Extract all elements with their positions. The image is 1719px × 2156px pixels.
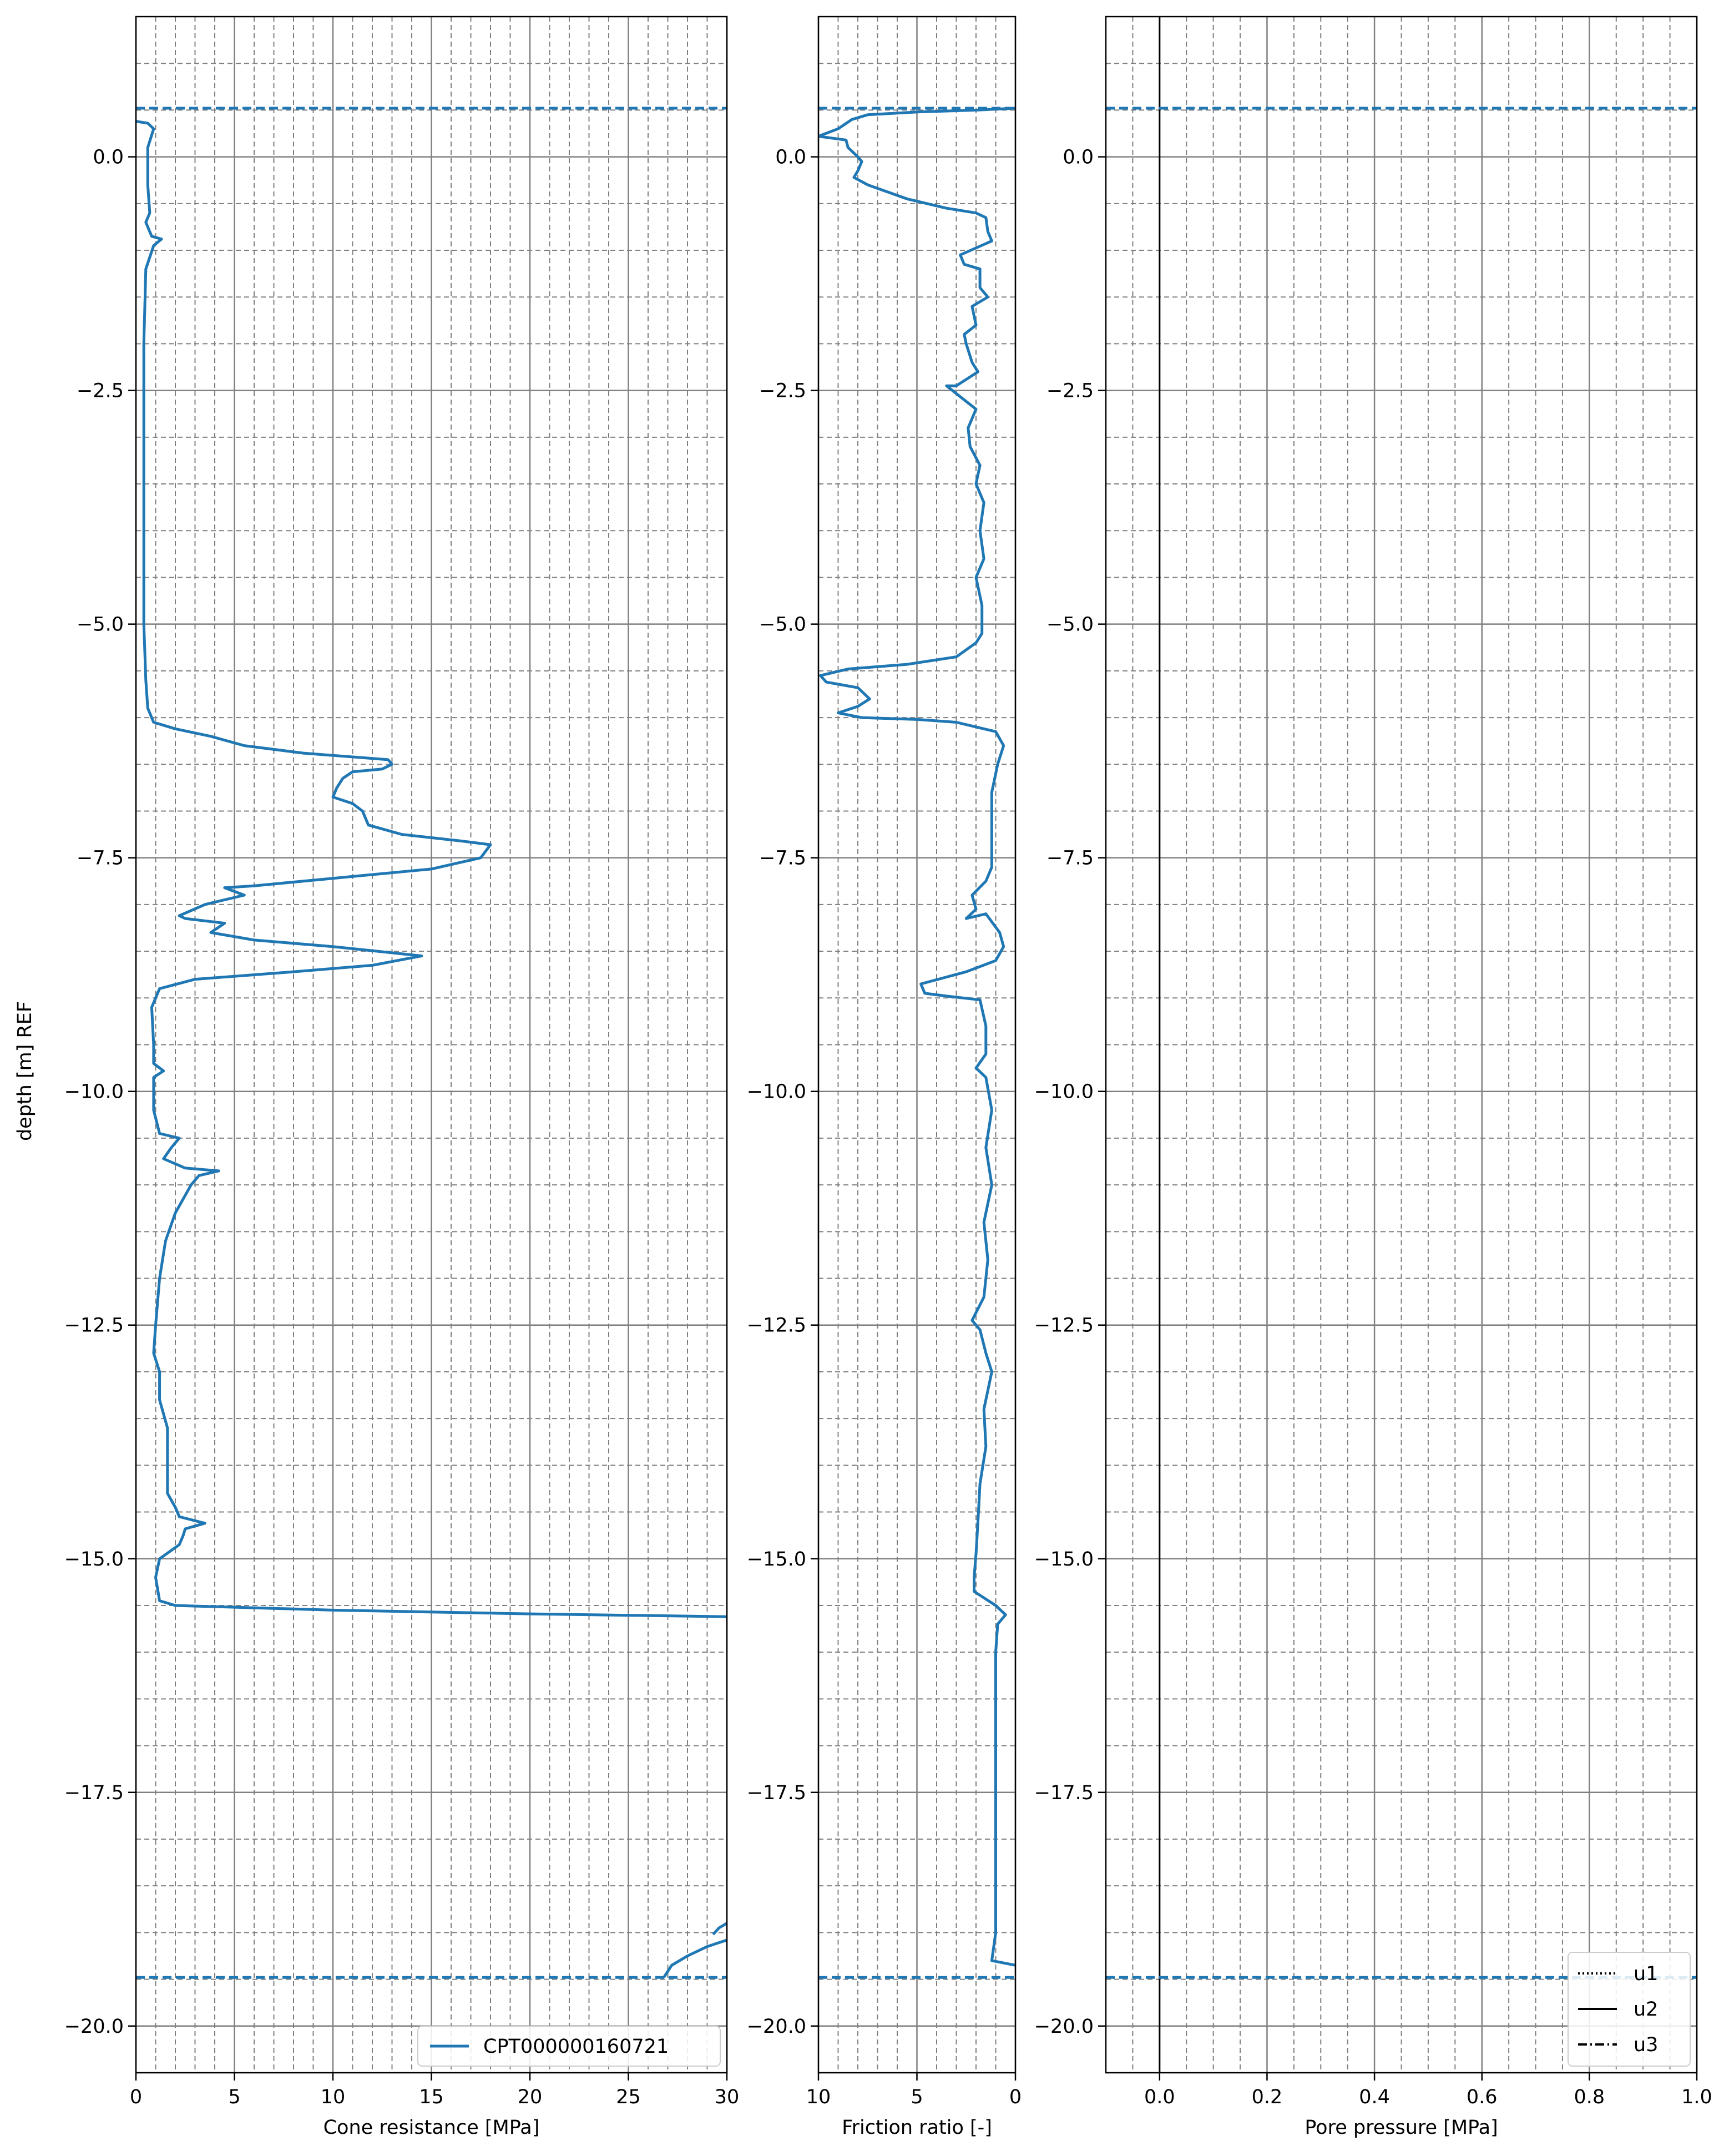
y-tick-label: 0.0 bbox=[93, 147, 124, 169]
x-tick-label: 20 bbox=[518, 2086, 543, 2108]
x-tick-label: 0.8 bbox=[1574, 2086, 1605, 2108]
legend-box bbox=[417, 2026, 721, 2067]
x-tick-label: 0.6 bbox=[1467, 2086, 1498, 2108]
x-tick-label: 0.2 bbox=[1252, 2086, 1283, 2108]
legend-label: u2 bbox=[1634, 1998, 1658, 2021]
x-tick-label: 0 bbox=[130, 2086, 142, 2108]
y-tick-label: −15.0 bbox=[64, 1548, 124, 1571]
series-line bbox=[712, 1922, 727, 1936]
y-tick-label: −7.5 bbox=[1046, 847, 1094, 870]
grid-lines bbox=[1105, 16, 1698, 2073]
y-tick-label: −17.5 bbox=[1034, 1782, 1094, 1804]
y-tick-label: −2.5 bbox=[1046, 380, 1094, 402]
legend-label: u3 bbox=[1634, 2034, 1658, 2056]
legend-label: u1 bbox=[1634, 1963, 1658, 1985]
x-tick-label: 5 bbox=[228, 2086, 240, 2108]
y-tick-label: −17.5 bbox=[747, 1782, 806, 1804]
x-tick-label: 10 bbox=[806, 2086, 831, 2108]
y-tick-label: −20.0 bbox=[1034, 2016, 1094, 2038]
x-tick-label: 0.4 bbox=[1359, 2086, 1390, 2108]
axes-frame bbox=[1105, 16, 1698, 2074]
y-tick-label: −2.5 bbox=[77, 380, 124, 402]
x-axis-title: Friction ratio [-] bbox=[842, 2117, 992, 2139]
panel-pore-pressure: 0.0 0.2 0.4 0.6 0.8 1.0 Pore pressure [MPa] 0.0… bbox=[1034, 16, 1712, 2139]
y-axis-title: depth [m] REF bbox=[14, 1001, 36, 1141]
y-tick-label: −15.0 bbox=[1034, 1548, 1094, 1571]
series-line bbox=[818, 107, 1015, 1967]
legend: u1 u2 u3 bbox=[1568, 1952, 1691, 2067]
y-tick-label: −5.0 bbox=[759, 614, 806, 636]
y-tick-label: −10.0 bbox=[64, 1081, 124, 1103]
x-tick-label: 0 bbox=[1009, 2086, 1022, 2108]
legend: CPT000000160721 bbox=[417, 2026, 721, 2067]
y-tick-label: −20.0 bbox=[747, 2016, 806, 2038]
x-tick-label: 1.0 bbox=[1681, 2086, 1712, 2108]
x-tick-label: 30 bbox=[715, 2086, 740, 2108]
panel-friction-ratio: 10 5 0 Friction ratio [-] 0.0 −2.5 −5.0 −7.5 −10… bbox=[747, 16, 1022, 2139]
y-tick-label: −5.0 bbox=[77, 614, 124, 636]
y-tick-label: −12.5 bbox=[747, 1315, 806, 1337]
y-tick-label: −20.0 bbox=[64, 2016, 124, 2038]
y-tick-label: −2.5 bbox=[759, 380, 806, 402]
legend-box bbox=[1568, 1952, 1691, 2067]
y-tick-label: −5.0 bbox=[1046, 614, 1094, 636]
x-axis-title: Pore pressure [MPa] bbox=[1305, 2117, 1498, 2139]
y-tick-label: −10.0 bbox=[747, 1081, 806, 1103]
y-tick-label: −12.5 bbox=[1034, 1315, 1094, 1337]
y-tick-label: −7.5 bbox=[759, 847, 806, 870]
x-axis-title: Cone resistance [MPa] bbox=[323, 2117, 540, 2139]
x-tick-label: 15 bbox=[419, 2086, 444, 2108]
grid-lines bbox=[135, 16, 728, 2073]
y-tick-label: 0.0 bbox=[775, 147, 806, 169]
y-tick-label: −17.5 bbox=[64, 1782, 124, 1804]
y-tick-label: 0.0 bbox=[1063, 147, 1094, 169]
x-tick-label: 0.0 bbox=[1144, 2086, 1175, 2108]
legend-label: CPT000000160721 bbox=[483, 2036, 669, 2058]
series-line bbox=[663, 1938, 727, 1978]
y-tick-label: −10.0 bbox=[1034, 1081, 1094, 1103]
x-tick-label: 5 bbox=[911, 2086, 923, 2108]
series-line bbox=[136, 120, 727, 1618]
x-tick-label: 25 bbox=[616, 2086, 641, 2108]
y-tick-label: −12.5 bbox=[64, 1315, 124, 1337]
y-tick-label: −7.5 bbox=[77, 847, 124, 870]
y-tick-label: −15.0 bbox=[747, 1548, 806, 1571]
panel-cone-resistance: 0 5 10 15 20 25 30 Cone resistance [MPa] 0.0 −2.5… bbox=[64, 16, 740, 2139]
x-tick-label: 10 bbox=[321, 2086, 346, 2108]
